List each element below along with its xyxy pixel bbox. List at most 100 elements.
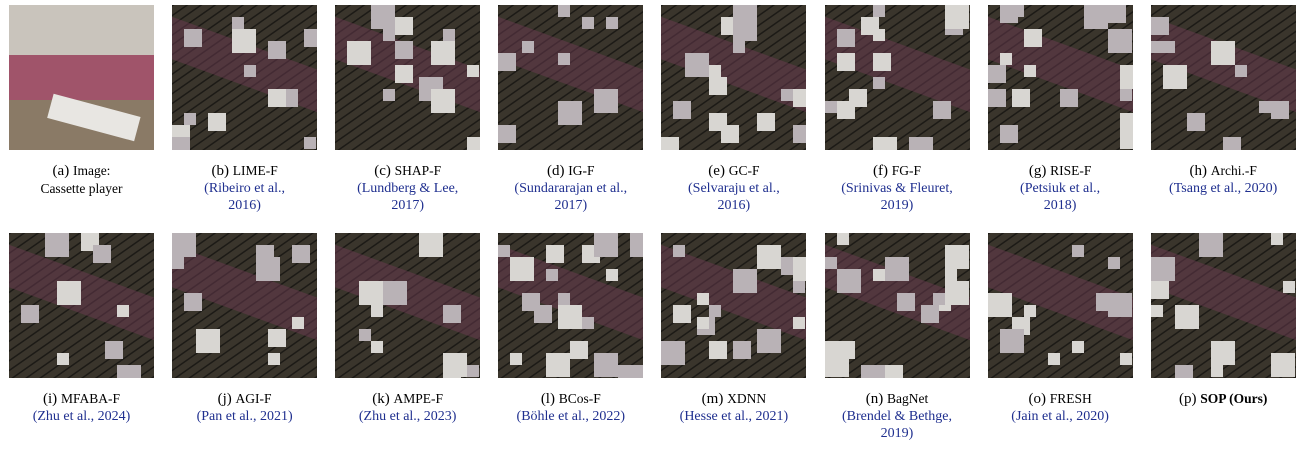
method-name: Image:: [73, 163, 110, 178]
revealed-patch: [1175, 365, 1193, 378]
revealed-patch: [546, 269, 558, 281]
revealed-patch: [945, 5, 969, 29]
caption: (k) AMPE-F(Zhu et al., 2023): [326, 390, 489, 425]
revealed-patch: [945, 281, 969, 305]
revealed-patch: [988, 89, 1006, 107]
method-name: FG-F: [892, 163, 921, 178]
photo-region: [9, 55, 154, 100]
revealed-patch: [582, 17, 594, 29]
revealed-patch: [594, 353, 618, 377]
method-name: GC-F: [729, 163, 760, 178]
panel-letter: (k): [372, 391, 390, 407]
panel: (d) IG-F(Sundararajan et al.,2017): [489, 5, 652, 214]
revealed-patch: [861, 17, 879, 35]
revealed-patch: [1235, 65, 1247, 77]
revealed-patch: [1024, 29, 1042, 47]
revealed-patch: [419, 233, 443, 257]
panel: (f) FG-F(Srinivas & Fleuret,2019): [816, 5, 979, 214]
revealed-patch: [709, 77, 727, 95]
caption: (l) BCos-F(Böhle et al., 2022): [489, 390, 652, 425]
revealed-patch: [395, 65, 413, 83]
revealed-patch: [510, 257, 534, 281]
revealed-patch: [1000, 5, 1018, 23]
revealed-patch: [933, 293, 945, 305]
revealed-patch: [117, 305, 129, 317]
revealed-patch: [522, 41, 534, 53]
revealed-patch: [1199, 233, 1223, 257]
revealed-patch: [383, 89, 395, 101]
panel: (a) Image:Cassette player: [0, 5, 163, 197]
revealed-patch: [1187, 113, 1205, 131]
revealed-patch: [594, 89, 618, 113]
revealed-patch: [359, 281, 383, 305]
method-name: BagNet: [887, 391, 928, 406]
revealed-patch: [117, 365, 141, 378]
revealed-patch: [721, 125, 739, 143]
panel-letter: (p): [1179, 391, 1197, 407]
citation: (Pan et al., 2021): [163, 408, 326, 425]
revealed-patch: [793, 125, 806, 143]
revealed-patch: [1151, 17, 1169, 35]
revealed-patch: [1151, 257, 1175, 281]
revealed-patch: [1096, 293, 1114, 311]
revealed-patch: [1175, 305, 1199, 329]
revealed-patch: [1120, 353, 1132, 365]
revealed-patch: [467, 65, 479, 77]
revealed-patch: [1259, 101, 1271, 113]
revealed-patch: [757, 113, 775, 131]
revealed-patch: [1271, 101, 1289, 119]
citation: 2017): [326, 197, 489, 214]
revealed-patch: [268, 329, 286, 347]
citation: 2018): [979, 197, 1142, 214]
revealed-patch: [837, 269, 861, 293]
revealed-patch: [268, 353, 280, 365]
revealed-patch: [371, 341, 383, 353]
caption-title: (d) IG-F: [489, 162, 652, 180]
caption: (n) BagNet(Brendel & Bethge,2019): [816, 390, 979, 442]
revealed-patch: [558, 5, 570, 17]
panel: (g) RISE-F(Petsiuk et al.,2018): [979, 5, 1142, 214]
panel-image: [1151, 233, 1296, 378]
caption-title: (f) FG-F: [816, 162, 979, 180]
revealed-patch: [443, 29, 455, 41]
revealed-patch: [793, 257, 806, 281]
revealed-patch: [292, 317, 304, 329]
panel-letter: (l): [541, 391, 555, 407]
revealed-patch: [793, 317, 805, 329]
revealed-patch: [1012, 89, 1030, 107]
panel-image: [335, 5, 480, 150]
panel-letter: (a): [53, 163, 70, 179]
citation: (Jain et al., 2020): [979, 408, 1142, 425]
revealed-patch: [933, 101, 951, 119]
revealed-patch: [371, 305, 383, 317]
revealed-patch: [825, 257, 837, 269]
revealed-patch: [733, 17, 757, 41]
revealed-patch: [837, 29, 855, 47]
revealed-patch: [733, 41, 745, 53]
revealed-patch: [873, 269, 885, 281]
panel: (i) MFABA-F(Zhu et al., 2024): [0, 233, 163, 425]
revealed-patch: [443, 305, 461, 323]
revealed-patch: [431, 89, 455, 113]
method-name: FRESH: [1050, 391, 1092, 406]
panel-letter: (f): [873, 163, 888, 179]
revealed-patch: [304, 29, 317, 47]
method-name: BCos-F: [559, 391, 601, 406]
revealed-patch: [837, 101, 855, 119]
citation: (Zhu et al., 2023): [326, 408, 489, 425]
revealed-patch: [709, 305, 721, 317]
caption-title: (c) SHAP-F: [326, 162, 489, 180]
panel-letter: (b): [211, 163, 229, 179]
revealed-patch: [1211, 341, 1235, 365]
panel-letter: (o): [1028, 391, 1046, 407]
caption-title: (i) MFABA-F: [0, 390, 163, 408]
citation: 2019): [816, 425, 979, 442]
caption: (h) Archi.-F(Tsang et al., 2020): [1142, 162, 1305, 197]
revealed-patch: [582, 317, 594, 329]
revealed-patch: [383, 29, 395, 41]
revealed-patch: [757, 245, 781, 269]
revealed-patch: [1120, 125, 1133, 149]
revealed-patch: [184, 113, 196, 125]
caption-title: (p) SOP (Ours): [1142, 390, 1305, 408]
caption: (i) MFABA-F(Zhu et al., 2024): [0, 390, 163, 425]
